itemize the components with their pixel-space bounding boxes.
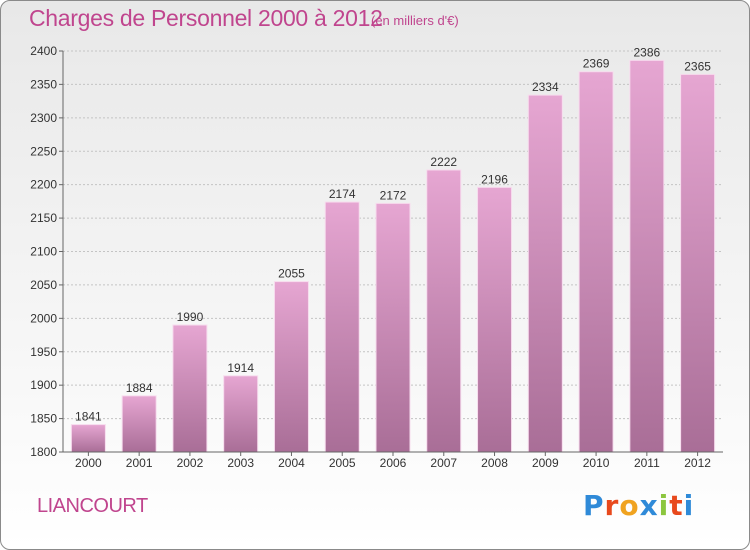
proxiti-logo: Proxiti — [583, 489, 694, 522]
logo-letter: i — [658, 489, 670, 522]
y-tick-label: 1850 — [30, 412, 57, 426]
y-tick-label: 1900 — [30, 378, 57, 392]
logo-letter: P — [583, 489, 605, 522]
bar — [629, 59, 665, 453]
y-tick-label: 2400 — [30, 44, 57, 58]
x-tick-label: 2010 — [583, 456, 610, 470]
chart-subtitle: (en milliers d'€) — [371, 13, 459, 28]
bar — [680, 73, 716, 453]
bar — [70, 424, 106, 453]
logo-letter: t — [669, 489, 684, 522]
bar — [121, 395, 157, 453]
bar — [477, 186, 513, 453]
x-tick-label: 2001 — [126, 456, 153, 470]
y-tick-label: 2100 — [30, 245, 57, 259]
bar — [273, 281, 309, 453]
y-tick-label: 2000 — [30, 311, 57, 325]
x-tick-label: 2008 — [481, 456, 508, 470]
bar — [172, 324, 208, 453]
y-tick-label: 2250 — [30, 144, 57, 158]
x-tick-label: 2002 — [177, 456, 204, 470]
bar-value-label: 2369 — [583, 57, 610, 71]
x-tick-label: 2003 — [227, 456, 254, 470]
logo-letter: o — [619, 489, 640, 522]
chart-title: Charges de Personnel 2000 à 2012 — [29, 5, 383, 31]
bar-value-label: 2055 — [278, 267, 305, 281]
x-tick-label: 2000 — [75, 456, 102, 470]
y-tick-label: 2050 — [30, 278, 57, 292]
bar-value-label: 2172 — [380, 188, 407, 202]
bar-value-label: 1884 — [126, 381, 153, 395]
y-tick-label: 1950 — [30, 345, 57, 359]
x-tick-label: 2012 — [684, 456, 711, 470]
bar-value-label: 1841 — [75, 410, 102, 424]
bar — [375, 202, 411, 453]
bar — [426, 169, 462, 453]
x-tick-label: 2005 — [329, 456, 356, 470]
bar-value-label: 1990 — [177, 310, 204, 324]
x-tick-label: 2007 — [430, 456, 457, 470]
bar — [324, 201, 360, 453]
x-tick-label: 2009 — [532, 456, 559, 470]
y-tick-label: 2300 — [30, 111, 57, 125]
bar — [578, 71, 614, 453]
x-tick-label: 2006 — [380, 456, 407, 470]
bar-value-label: 2174 — [329, 187, 356, 201]
y-tick-label: 2350 — [30, 77, 57, 91]
bar-value-label: 2365 — [684, 59, 711, 73]
bar-value-label: 2334 — [532, 80, 559, 94]
y-tick-label: 2150 — [30, 211, 57, 225]
x-tick-label: 2004 — [278, 456, 305, 470]
logo-letter: i — [683, 489, 695, 522]
x-tick-label: 2011 — [634, 456, 660, 470]
bar-value-label: 1914 — [227, 361, 254, 375]
bar-value-label: 2196 — [481, 172, 508, 186]
bar-value-label: 2222 — [430, 155, 457, 169]
y-tick-label: 2200 — [30, 178, 57, 192]
y-tick-label: 1800 — [30, 445, 57, 459]
logo-letter: r — [604, 489, 620, 522]
bar-value-label: 2386 — [633, 45, 660, 59]
commune-name: LIANCOURT — [37, 495, 148, 517]
bar — [223, 375, 259, 453]
logo-letter: x — [639, 489, 659, 522]
bar — [527, 94, 563, 453]
